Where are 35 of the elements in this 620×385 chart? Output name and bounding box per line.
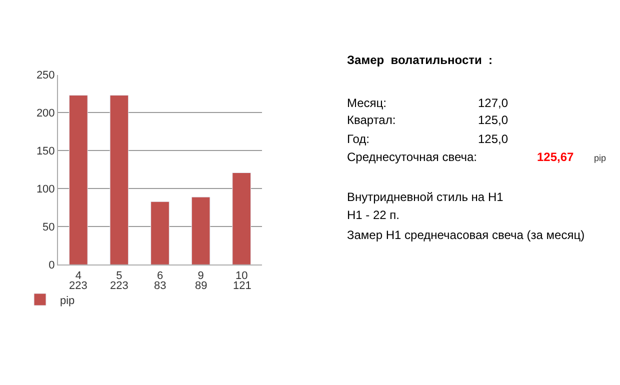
text: Месяц: (347, 96, 387, 110)
bar (150, 201, 170, 265)
text: Внутридневной стиль на H1 (347, 190, 504, 204)
text: 125,0 (478, 132, 508, 146)
bar (232, 172, 252, 265)
data-label: 89 (195, 280, 208, 292)
x-tick-label: 5 (116, 270, 122, 282)
text: Среднесуточная свеча: (347, 150, 477, 164)
text: 127,0 (478, 96, 508, 110)
x-tick-label: 9 (198, 270, 204, 282)
data-label: 223 (69, 280, 88, 292)
bar (191, 196, 210, 265)
x-tick-label: 10 (235, 270, 248, 282)
text: Замер H1 среднечасовая свеча (за месяц) (347, 228, 585, 242)
y-tick-label: 100 (36, 184, 55, 196)
text: Замер волатильности : (347, 53, 493, 67)
bar (68, 95, 88, 265)
text: pip (594, 153, 606, 163)
text: 125,67 (537, 150, 574, 164)
data-label: 121 (233, 280, 252, 292)
text: Квартал: (347, 113, 396, 127)
x-tick-label: 6 (156, 270, 164, 282)
bar (110, 95, 129, 265)
text: Год: (347, 132, 370, 146)
y-tick-label: 0 (48, 259, 55, 272)
y-tick-label: 250 (36, 70, 55, 82)
data-label: 223 (110, 280, 128, 292)
text: 125,0 (478, 113, 508, 127)
y-tick-label: 50 (42, 222, 55, 234)
y-tick-label: 150 (36, 146, 55, 158)
x-tick-label: 4 (75, 270, 82, 282)
legend-label: pip (60, 294, 75, 307)
data-label: 83 (154, 280, 166, 292)
text: H1 - 22 п. (347, 208, 400, 222)
y-tick-label: 200 (36, 108, 55, 120)
